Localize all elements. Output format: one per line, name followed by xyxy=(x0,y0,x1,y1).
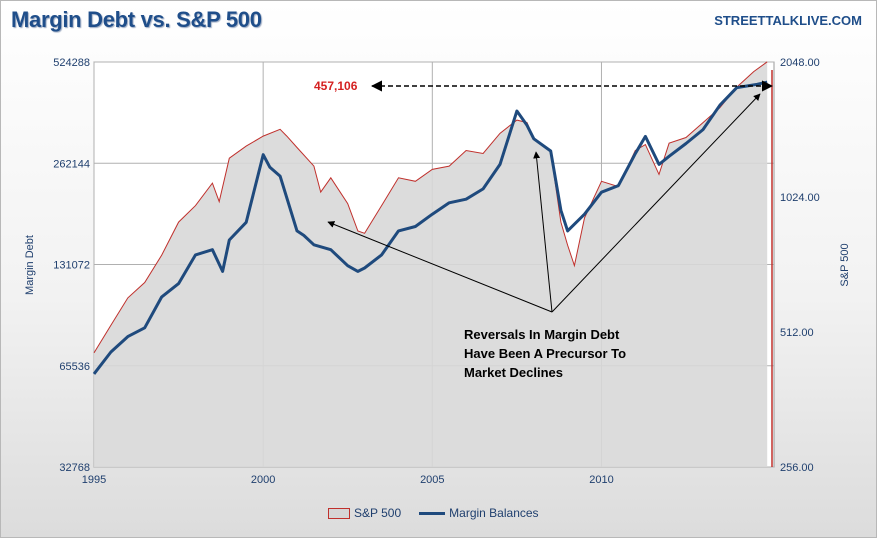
brand-label: STREETTALKLIVE.COM xyxy=(714,13,862,28)
y2-tick-label: 512.00 xyxy=(780,327,814,339)
chart-title: Margin Debt vs. S&P 500 xyxy=(11,7,262,32)
tick-layer: 32768 65536 131072 262144 524288 256.00 512.00… xyxy=(53,57,819,486)
y-axis-label: Margin Debt xyxy=(24,235,36,295)
legend-label-sp500: S&P 500 xyxy=(354,506,402,520)
y-tick-label: 32768 xyxy=(59,462,90,474)
legend-swatch-sp500 xyxy=(328,507,350,519)
sp500-line xyxy=(93,61,768,354)
annotation-line-3: Market Declines xyxy=(464,365,563,380)
x-tick-label: 2010 xyxy=(589,474,613,486)
margin-balances-line xyxy=(92,80,768,375)
value-label: 457,106 xyxy=(314,79,358,93)
y2-tick-label: 2048.00 xyxy=(780,57,820,69)
y-tick-label: 262144 xyxy=(53,158,90,170)
annotation-layer: 457,106 Reversals In Margin Debt Have Be… xyxy=(314,79,774,380)
x-tick-label: 2000 xyxy=(251,474,275,486)
y2-tick-label: 1024.00 xyxy=(780,192,820,204)
y-tick-label: 524288 xyxy=(53,57,90,69)
arrow-to-2000 xyxy=(327,221,553,313)
x-tick-label: 2005 xyxy=(420,474,444,486)
y2-axis-label: S&P 500 xyxy=(839,243,851,286)
y-tick-label: 131072 xyxy=(53,260,90,272)
arrow-to-2007 xyxy=(533,151,553,313)
y2-tick-label: 256.00 xyxy=(780,462,814,474)
series-layer xyxy=(92,61,773,468)
legend-swatch-margin xyxy=(419,511,446,515)
annotation-line-2: Have Been A Precursor To xyxy=(464,346,626,361)
legend: S&P 500 Margin Balances xyxy=(328,506,539,520)
arrow-to-2014 xyxy=(551,93,761,313)
annotation-line-1: Reversals In Margin Debt xyxy=(464,327,620,342)
x-tick-label: 1995 xyxy=(82,474,106,486)
y-tick-label: 65536 xyxy=(59,361,90,373)
legend-label-margin: Margin Balances xyxy=(449,506,539,520)
